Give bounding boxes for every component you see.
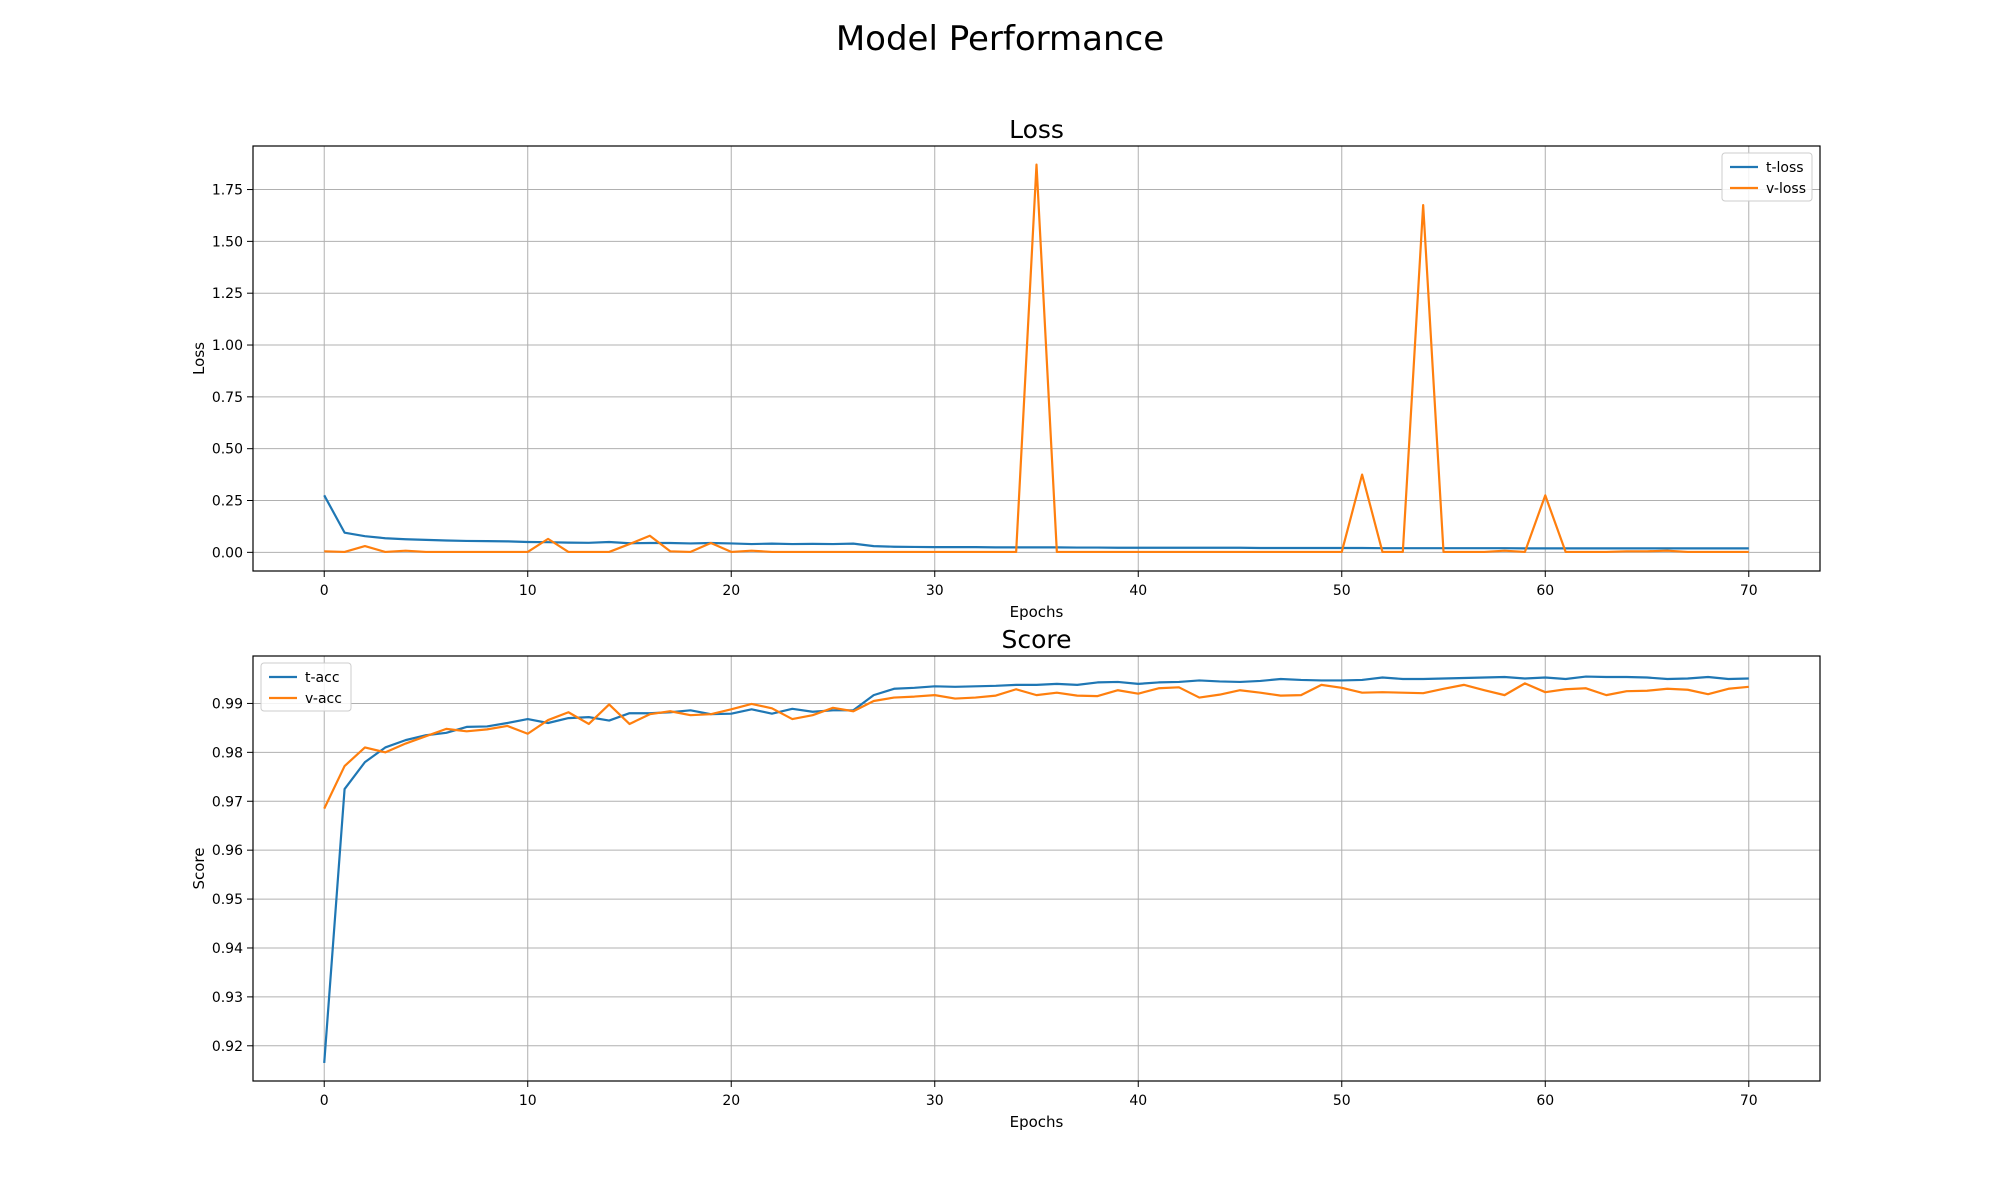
score-y-tick-label: 0.94	[212, 941, 243, 957]
loss-y-tick-label: 0.25	[212, 494, 243, 510]
score-plot-frame	[252, 655, 1821, 1082]
score-title: Score	[1001, 625, 1071, 654]
loss-legend-label-t-loss: t-loss	[1766, 160, 1804, 176]
score-series-line-v-acc	[323, 682, 1749, 810]
score-y-tick-label: 0.93	[212, 990, 243, 1006]
loss-x-tick-label: 0	[320, 583, 329, 599]
score-chart: 0 10 20 30 40 50 60 70 0.92 0.93 0.94 0.95 0.96 0.97 0…	[190, 625, 1821, 1131]
score-x-tick-label: 70	[1740, 1093, 1758, 1109]
score-x-tick-label: 30	[926, 1093, 944, 1109]
score-y-tick-label: 0.96	[212, 843, 243, 859]
loss-title: Loss	[1009, 115, 1064, 144]
score-y-tick-label: 0.95	[212, 892, 243, 908]
score-legend-label-v-acc: v-acc	[305, 691, 342, 707]
score-series-line-t-acc	[323, 675, 1749, 1063]
loss-x-tick-label: 10	[519, 583, 537, 599]
score-x-tick-label: 50	[1333, 1093, 1351, 1109]
loss-plot-frame	[252, 145, 1821, 572]
figure-title: Model Performance	[836, 19, 1164, 59]
loss-x-tick-label: 30	[926, 583, 944, 599]
score-legend: t-acc v-acc	[260, 662, 352, 712]
loss-series-line-t-loss	[323, 494, 1749, 550]
loss-y-tick-label: 0.50	[212, 442, 243, 458]
loss-legend: t-loss v-loss	[1721, 152, 1813, 202]
score-x-tick-label: 10	[519, 1093, 537, 1109]
loss-x-tick-label: 20	[722, 583, 740, 599]
loss-legend-label-v-loss: v-loss	[1766, 181, 1806, 197]
score-x-tick-label: 60	[1536, 1093, 1554, 1109]
loss-y-tick-label: 1.75	[212, 183, 243, 199]
loss-y-tick-label: 1.50	[212, 234, 243, 250]
score-x-axis-label: Epochs	[1010, 1113, 1064, 1131]
loss-chart: 0 10 20 30 40 50 60 70 0.00 0.25 0.50 0.75 1.00 1.25 1…	[190, 115, 1821, 621]
score-y-tick-label: 0.92	[212, 1039, 243, 1055]
score-x-tick-label: 20	[722, 1093, 740, 1109]
loss-series-line-v-loss	[324, 163, 1749, 554]
score-y-tick-label: 0.99	[212, 696, 243, 712]
loss-x-tick-label: 70	[1740, 583, 1758, 599]
loss-x-axis-label: Epochs	[1010, 603, 1064, 621]
loss-y-tick-label: 0.00	[212, 545, 243, 561]
loss-y-axis-label: Loss	[190, 342, 208, 375]
loss-y-tick-label: 1.25	[212, 286, 243, 302]
loss-x-tick-label: 60	[1536, 583, 1554, 599]
score-legend-label-t-acc: t-acc	[305, 670, 340, 686]
loss-y-tick-label: 1.00	[212, 338, 243, 354]
score-y-tick-label: 0.97	[212, 794, 243, 810]
score-y-axis-label: Score	[190, 847, 208, 889]
loss-x-tick-label: 40	[1129, 583, 1147, 599]
score-x-tick-label: 0	[320, 1093, 329, 1109]
loss-y-tick-label: 0.75	[212, 390, 243, 406]
chart-panels: 0 10 20 30 40 50 60 70 0.00 0.25 0.50 0.75 1.00 1.25 1…	[190, 115, 1821, 1131]
score-y-tick-label: 0.98	[212, 745, 243, 761]
loss-x-tick-label: 50	[1333, 583, 1351, 599]
score-x-tick-label: 40	[1129, 1093, 1147, 1109]
